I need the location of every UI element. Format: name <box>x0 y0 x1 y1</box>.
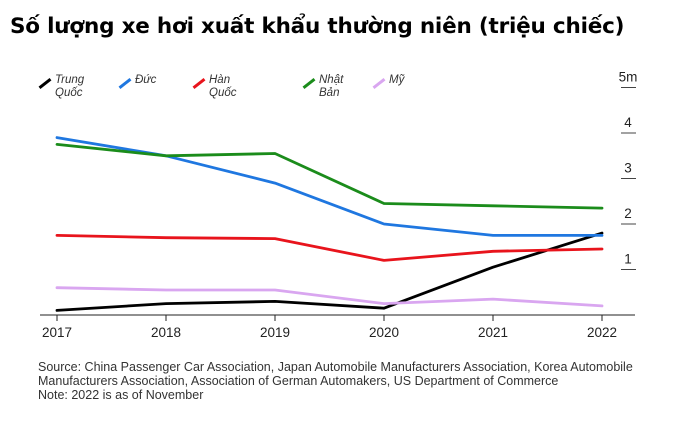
legend-item-3: Hàn Quốc <box>192 74 249 100</box>
chart-title: Số lượng xe hơi xuất khẩu thường niên (t… <box>10 14 625 39</box>
series-line-1 <box>55 231 604 312</box>
legend-label-3: Hàn Quốc <box>209 74 237 99</box>
x-tick-label-2019: 2019 <box>260 325 290 340</box>
series-line-5 <box>55 286 604 308</box>
y-tick-label-4: 4 <box>624 115 632 130</box>
legend-label-5: Mỹ <box>389 74 405 86</box>
chart-legend: Trung Quốc Đức Hàn Quốc Nhật Bản Mỹ <box>0 74 700 110</box>
legend-item-5: Mỹ <box>372 74 429 89</box>
legend-item-2: Đức <box>118 74 175 89</box>
x-tick-label-2022: 2022 <box>587 325 617 340</box>
x-tick-label-2020: 2020 <box>369 325 399 340</box>
source-note: Source: China Passenger Car Association,… <box>38 360 633 388</box>
legend-label-2: Đức <box>135 74 157 86</box>
legend-label-4: Nhật Bản <box>319 74 344 99</box>
x-tick-label-2018: 2018 <box>151 325 181 340</box>
date-note: Note: 2022 is as of November <box>38 388 204 402</box>
y-tick-label-5m: 5m <box>619 70 638 85</box>
y-tick-label-3: 3 <box>624 161 632 176</box>
x-tick-label-2017: 2017 <box>42 325 72 340</box>
series-line-4 <box>55 142 604 210</box>
legend-label-1: Trung Quốc <box>55 74 85 99</box>
x-tick-label-2021: 2021 <box>478 325 508 340</box>
legend-item-1: Trung Quốc <box>38 74 95 100</box>
series-line-3 <box>55 233 604 262</box>
y-tick-label-2: 2 <box>624 206 632 221</box>
chart-footnote: Source: China Passenger Car Association,… <box>38 360 668 402</box>
y-tick-label-1: 1 <box>624 252 632 267</box>
legend-item-4: Nhật Bản <box>302 74 359 100</box>
